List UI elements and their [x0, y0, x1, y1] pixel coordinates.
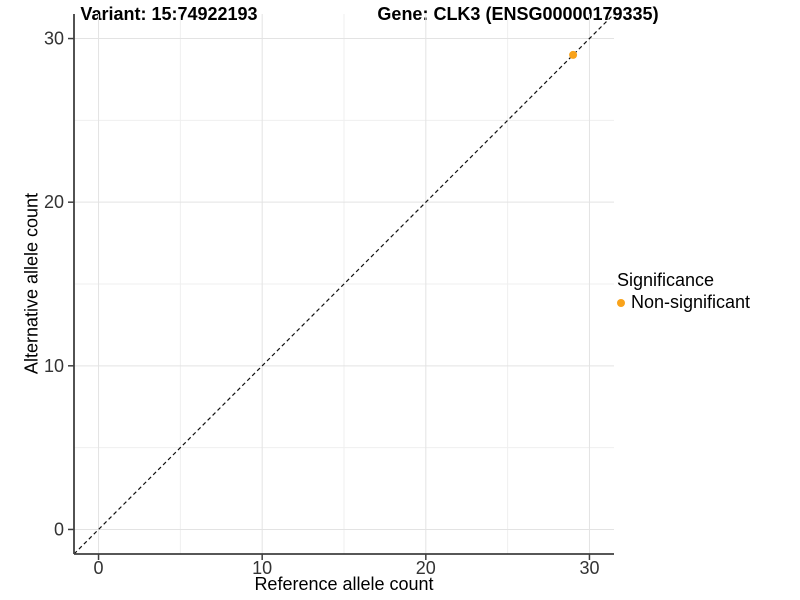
identity-line — [73, 13, 615, 555]
non-significant-point-icon — [617, 298, 625, 307]
y-tick-label: 10 — [44, 356, 64, 376]
x-tick-label: 20 — [416, 558, 436, 578]
legend-item-label: Non-significant — [631, 292, 751, 312]
legend-item-non-significant: Non-significant — [617, 292, 750, 313]
legend: Significance Non-significant — [617, 270, 750, 313]
y-tick-label: 20 — [44, 192, 64, 212]
x-axis-title: Reference allele count — [254, 574, 434, 594]
x-tick-label: 30 — [579, 558, 599, 578]
x-tick-label: 10 — [252, 558, 272, 578]
y-tick-label: 0 — [54, 519, 64, 539]
gene-title: Gene: CLK3 (ENSG00000179335) — [377, 4, 659, 24]
y-tick-label: 30 — [44, 29, 64, 49]
x-tick-label: 0 — [94, 558, 104, 578]
data-point — [569, 50, 578, 59]
y-axis-title: Alternative allele count — [21, 192, 42, 375]
legend-title: Significance — [617, 270, 715, 290]
variant-title: Variant: 15:74922193 — [80, 4, 258, 24]
